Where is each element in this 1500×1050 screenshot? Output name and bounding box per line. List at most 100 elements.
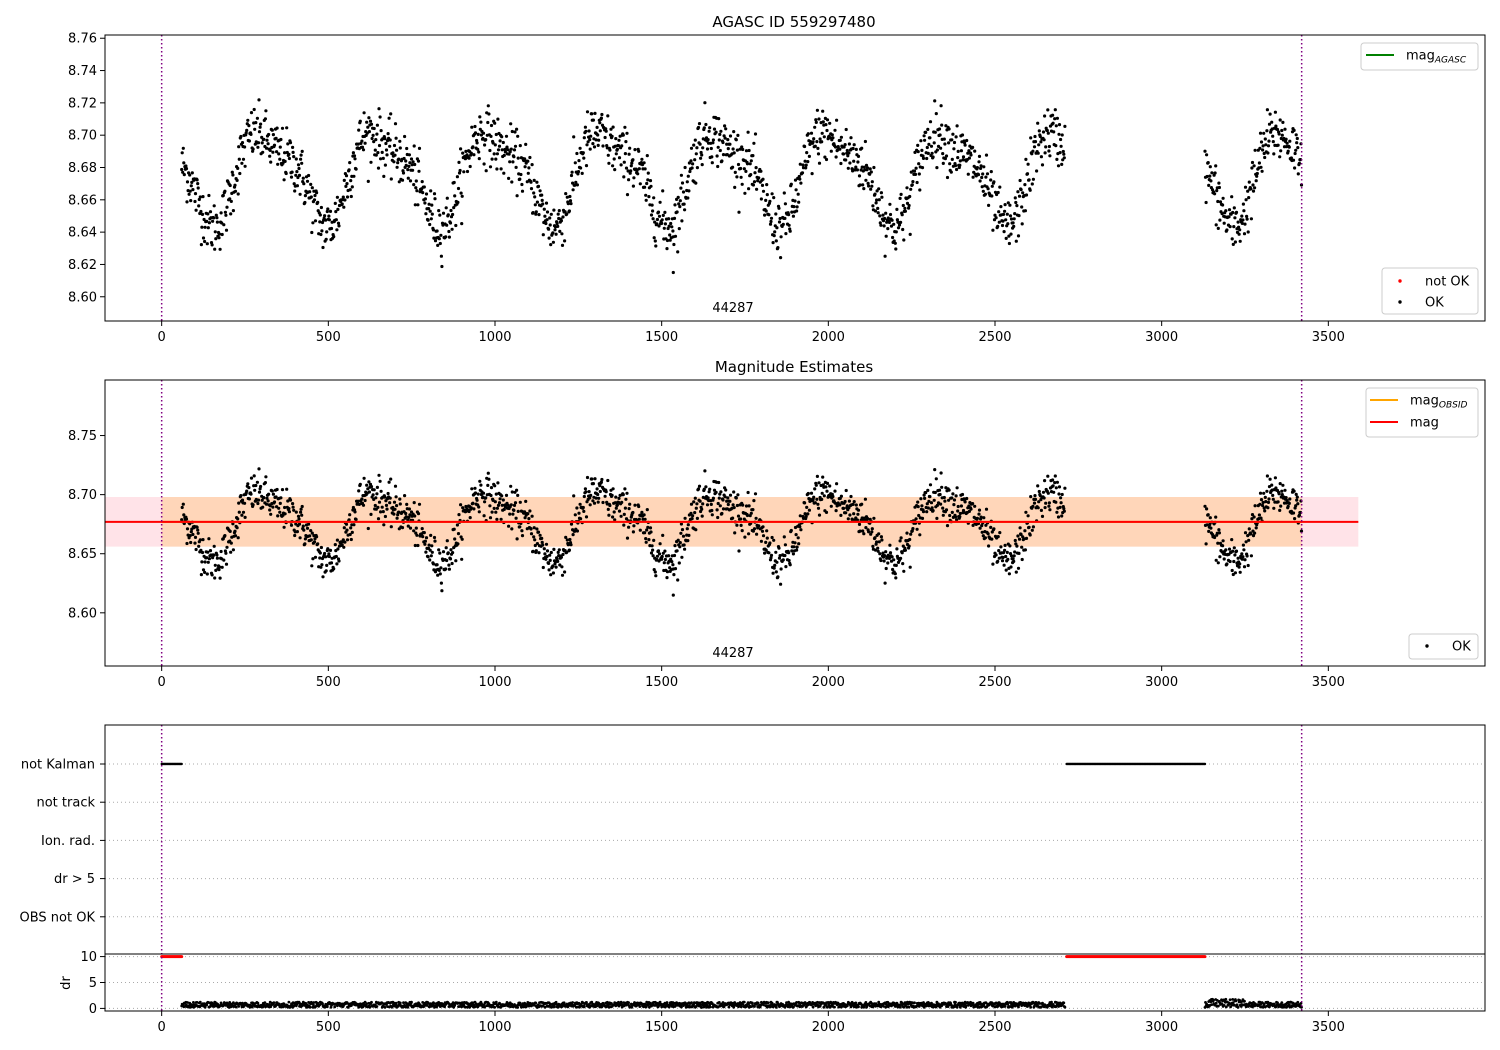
data-point [476, 132, 480, 136]
data-point [251, 503, 255, 507]
data-point [700, 514, 704, 518]
data-point [798, 177, 802, 181]
dr-point [428, 1005, 432, 1009]
data-point [651, 554, 655, 558]
x-tick-label: 500 [316, 675, 341, 690]
data-point [244, 131, 248, 135]
data-point [816, 502, 820, 506]
data-point [276, 514, 280, 518]
data-point [589, 493, 593, 497]
data-point [536, 184, 541, 188]
data-point [1293, 517, 1297, 521]
data-point [195, 525, 199, 529]
data-point [734, 138, 738, 142]
data-point [628, 502, 632, 506]
data-point [1060, 492, 1064, 497]
data-point [638, 182, 642, 186]
data-point [392, 512, 396, 516]
legend-marker-label: OK [1452, 640, 1471, 655]
data-point [617, 509, 622, 513]
data-point [1014, 570, 1018, 574]
data-point [565, 195, 569, 199]
data-point [545, 554, 549, 559]
data-point [1232, 546, 1236, 550]
data-point [625, 536, 630, 540]
dr-point [534, 1001, 538, 1005]
data-point [515, 537, 519, 541]
data-point [934, 112, 938, 116]
data-point [1030, 152, 1034, 156]
data-point [1057, 485, 1062, 489]
dr-point [493, 1005, 497, 1009]
data-point [779, 582, 783, 586]
data-point [643, 531, 647, 535]
dr-point [406, 1005, 410, 1009]
data-point [203, 225, 207, 229]
data-point [561, 215, 565, 219]
data-point [585, 143, 589, 147]
data-point [568, 194, 572, 199]
data-point [461, 151, 465, 155]
data-point [814, 483, 818, 487]
data-point [1278, 482, 1282, 486]
data-point [911, 180, 915, 184]
data-point [689, 502, 694, 506]
data-point [1242, 548, 1246, 552]
data-point [374, 138, 378, 142]
data-point [626, 169, 630, 173]
data-point [513, 144, 518, 148]
data-point [454, 223, 458, 228]
data-point [952, 503, 956, 507]
data-point [495, 517, 499, 522]
data-point [994, 553, 998, 557]
data-point [235, 178, 239, 182]
data-point [631, 184, 636, 188]
data-point [931, 155, 935, 159]
data-point [1053, 108, 1057, 112]
agasc-legend-top[interactable]: magAGASC [1360, 42, 1479, 71]
magnitude-legend-bottom[interactable]: OK [1408, 633, 1479, 660]
data-point [1203, 504, 1207, 508]
data-point [413, 514, 417, 518]
dr-point [216, 1003, 220, 1006]
data-point [952, 498, 957, 502]
data-point [1249, 532, 1253, 536]
data-point [1241, 202, 1245, 206]
data-point [703, 101, 707, 105]
data-point [992, 527, 996, 531]
data-point [830, 133, 834, 137]
data-point [407, 507, 411, 511]
data-point [718, 504, 722, 508]
data-point [1227, 215, 1231, 219]
data-point [286, 142, 290, 146]
data-point [325, 209, 329, 214]
data-point [1243, 558, 1247, 562]
x-tick-label: 500 [316, 330, 341, 345]
data-point [1060, 133, 1064, 137]
data-point [553, 228, 557, 232]
data-point [945, 524, 950, 528]
data-point [1277, 492, 1281, 496]
data-point [883, 254, 887, 258]
dr-point [198, 1000, 202, 1004]
flags-plot-area [105, 725, 1485, 1011]
data-point [206, 212, 210, 216]
dr-point [368, 1005, 372, 1009]
data-point [451, 212, 455, 217]
data-point [862, 187, 866, 191]
data-point [778, 554, 782, 558]
data-point [1033, 140, 1038, 144]
data-point [456, 542, 460, 546]
data-point [910, 183, 914, 187]
data-point [1240, 552, 1244, 556]
data-point [397, 510, 401, 514]
data-point [412, 501, 416, 505]
data-point [200, 212, 205, 216]
data-point [1214, 164, 1218, 168]
data-point [269, 512, 273, 516]
data-point [806, 160, 810, 164]
data-point [636, 172, 640, 176]
data-point [804, 163, 808, 167]
